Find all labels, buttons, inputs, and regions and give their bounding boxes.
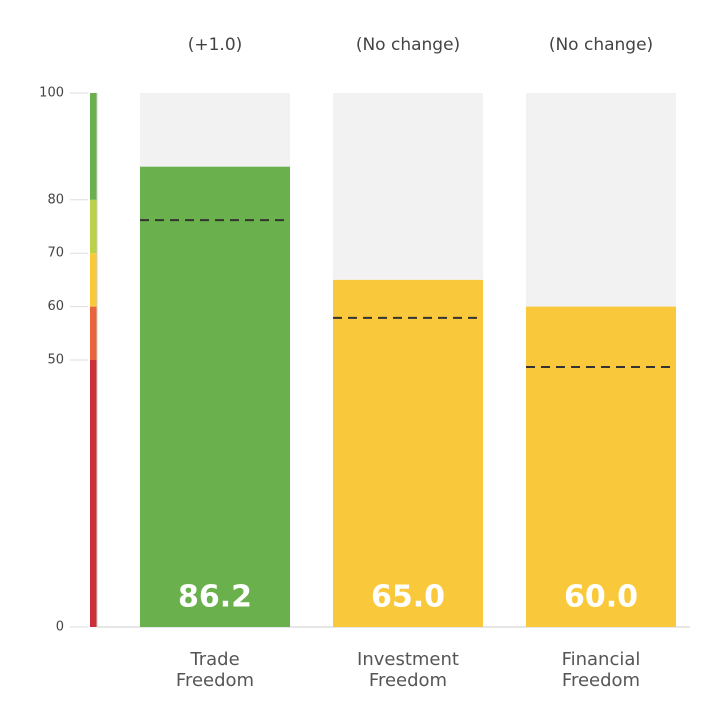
color-band — [90, 253, 97, 307]
x-tick-label: Investment Freedom — [357, 649, 459, 691]
y-tick-label: 100 — [39, 86, 64, 101]
y-tick-label: 80 — [47, 192, 64, 207]
annotation: (+1.0) — [188, 35, 243, 55]
bar — [333, 279, 483, 627]
color-band — [90, 93, 97, 200]
y-tick-label: 50 — [47, 353, 64, 368]
color-band — [90, 360, 97, 627]
value-label: 86.2 — [178, 580, 252, 615]
x-tick-label: Financial Freedom — [562, 649, 641, 691]
annotation: (No change) — [356, 35, 460, 55]
value-label: 60.0 — [564, 580, 638, 615]
value-label: 65.0 — [371, 580, 445, 615]
bar — [140, 166, 290, 627]
annotation: (No change) — [549, 35, 653, 55]
bar — [526, 306, 676, 627]
x-tick-label: Trade Freedom — [176, 649, 254, 691]
color-band — [90, 199, 97, 254]
y-tick-label: 60 — [47, 299, 64, 314]
y-tick-label: 70 — [47, 246, 64, 261]
y-tick-label: 0 — [56, 620, 64, 635]
color-band — [90, 306, 97, 360]
